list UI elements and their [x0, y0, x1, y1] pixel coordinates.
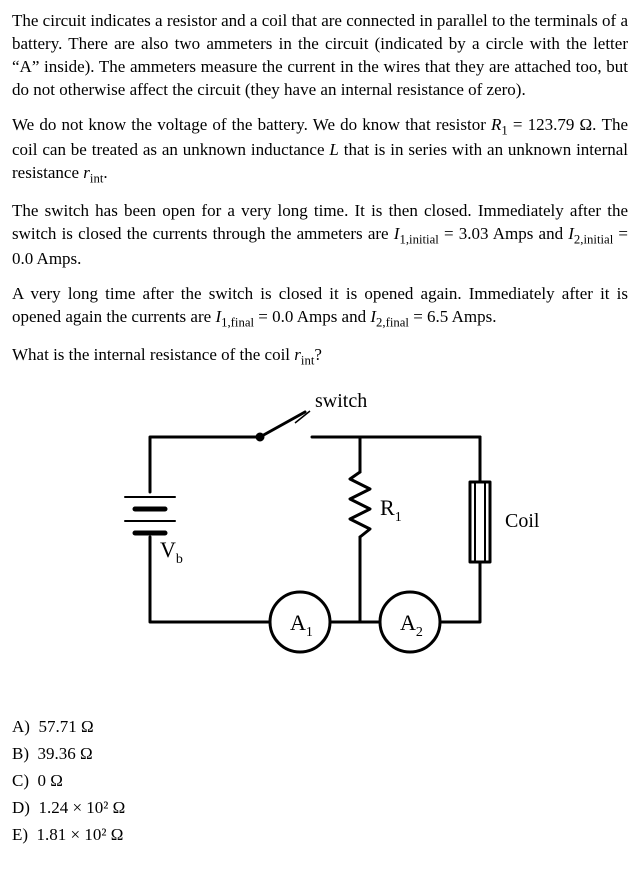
- circuit-svg: switch Vb R1 Coil A1 A2: [80, 387, 560, 687]
- p5-end: ?: [314, 345, 322, 364]
- p4-I1-sub: 1,final: [221, 316, 254, 330]
- p3-I2-sub: 2,initial: [574, 232, 613, 246]
- choice-a: A) 57.71 Ω: [12, 716, 628, 739]
- a1-label: A1: [290, 610, 313, 640]
- paragraph-4: A very long time after the switch is clo…: [12, 283, 628, 332]
- p2-R: R: [491, 115, 501, 134]
- coil-label: Coil: [505, 510, 540, 532]
- p5-r-sub: int: [301, 353, 314, 367]
- p2-rint-r: r: [83, 163, 90, 182]
- p2-pre: We do not know the voltage of the batter…: [12, 115, 491, 134]
- circuit-diagram: switch Vb R1 Coil A1 A2: [12, 387, 628, 694]
- paragraph-3: The switch has been open for a very long…: [12, 200, 628, 271]
- p4-I2-val: = 6.5 Amps.: [409, 307, 497, 326]
- choice-b: B) 39.36 Ω: [12, 743, 628, 766]
- p5-r: r: [294, 345, 301, 364]
- r1-label: R1: [380, 495, 402, 525]
- choice-e: E) 1.81 × 10² Ω: [12, 824, 628, 847]
- paragraph-2: We do not know the voltage of the batter…: [12, 114, 628, 188]
- p5-pre: What is the internal resistance of the c…: [12, 345, 294, 364]
- p4-I1-val: = 0.0 Amps and: [254, 307, 370, 326]
- vb-label: Vb: [160, 537, 183, 567]
- p2-end: .: [103, 163, 107, 182]
- p3-I1-sub: 1,initial: [399, 232, 438, 246]
- p2-L: L: [329, 140, 338, 159]
- answer-choices: A) 57.71 Ω B) 39.36 Ω C) 0 Ω D) 1.24 × 1…: [12, 716, 628, 847]
- paragraph-1: The circuit indicates a resistor and a c…: [12, 10, 628, 102]
- p4-I2-sub: 2,final: [376, 316, 409, 330]
- choice-d: D) 1.24 × 10² Ω: [12, 797, 628, 820]
- p3-I1-val: = 3.03 Amps and: [439, 224, 568, 243]
- choice-c: C) 0 Ω: [12, 770, 628, 793]
- switch-label: switch: [315, 390, 367, 412]
- p2-rint-sub: int: [90, 172, 103, 186]
- paragraph-5: What is the internal resistance of the c…: [12, 344, 628, 370]
- a2-label: A2: [400, 610, 423, 640]
